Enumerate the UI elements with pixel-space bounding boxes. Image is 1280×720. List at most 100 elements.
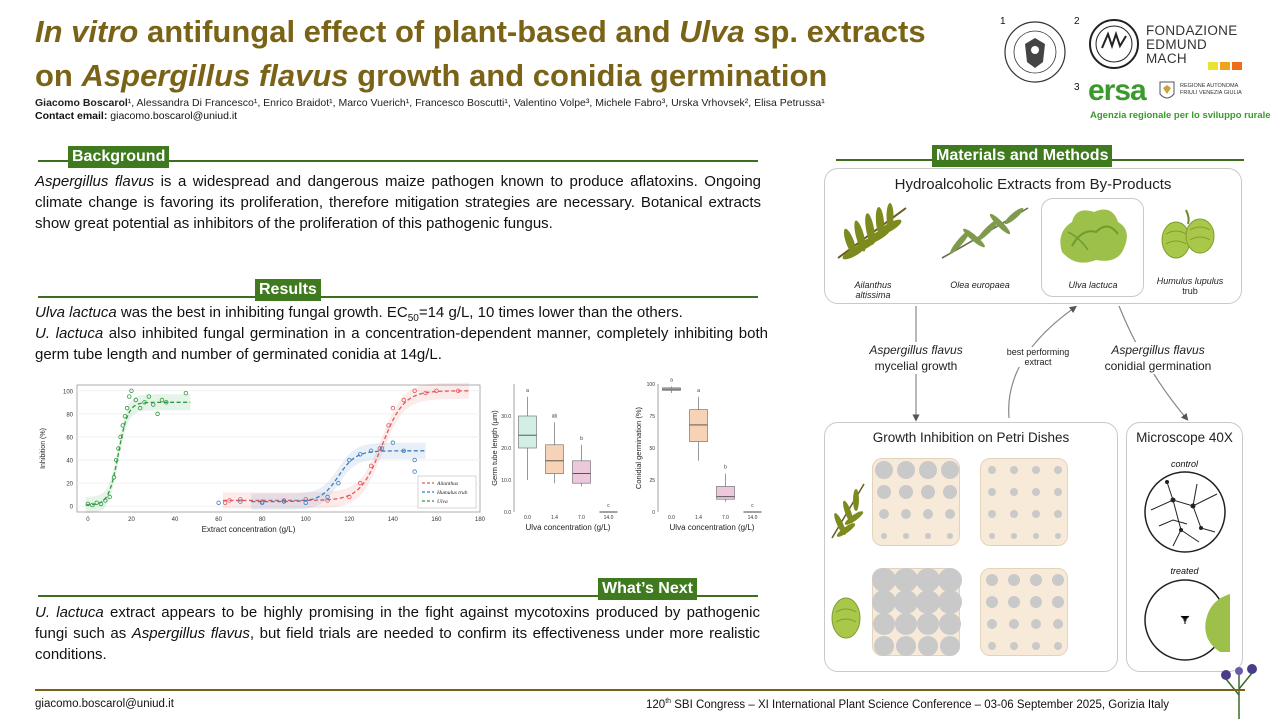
microscope-title: Microscope 40X xyxy=(1136,430,1233,445)
background-body: is a widespread and dangerous maize path… xyxy=(35,173,762,232)
x-tick-label: 14.0 xyxy=(748,515,758,521)
fungal-colony xyxy=(988,510,996,518)
x-tick-label: 1.4 xyxy=(695,515,702,521)
footer-email[interactable]: giacomo.boscarol@uniud.it xyxy=(35,698,174,710)
data-point xyxy=(336,480,341,486)
fungal-colony xyxy=(1033,533,1039,539)
data-point xyxy=(227,498,232,503)
fungal-colony xyxy=(897,461,915,479)
flow-mycelial: Aspergillus flavus mycelial growth xyxy=(856,342,976,374)
y-tick-label: 0 xyxy=(70,505,74,511)
data-point xyxy=(368,448,374,454)
y-tick-label: 0 xyxy=(652,510,655,516)
fungal-colony xyxy=(1052,596,1064,608)
fem-line-3: MACH xyxy=(1146,51,1187,66)
fungal-colony xyxy=(1010,488,1018,496)
significance-letter: a xyxy=(526,388,529,394)
plant-label-humulus: Humulus lupulus trub xyxy=(1150,276,1230,296)
flow-best: best performing extract xyxy=(993,347,1083,367)
significance-letter: a xyxy=(670,378,673,384)
fit-line-humulus-trub xyxy=(251,450,426,503)
results-heading: Results xyxy=(255,279,321,301)
data-point xyxy=(118,434,123,440)
fungal-colony xyxy=(872,590,896,614)
fungal-colony xyxy=(938,590,962,614)
flow-conidial: Aspergillus flavus conidial germination xyxy=(1098,342,1218,374)
data-point xyxy=(151,402,156,407)
fungal-colony xyxy=(1031,619,1041,629)
data-point xyxy=(85,501,91,507)
plant-label-olea: Olea europaea xyxy=(950,280,1010,290)
fungal-colony xyxy=(988,466,996,474)
fem-logo-icon xyxy=(1089,19,1139,69)
data-point xyxy=(357,480,363,486)
fungal-colony xyxy=(988,488,996,496)
confidence-band-ailanthus xyxy=(222,382,470,509)
y-tick-label: 100 xyxy=(63,389,74,395)
fungal-colony xyxy=(1008,596,1020,608)
data-point xyxy=(114,457,119,463)
x-tick-label: 160 xyxy=(431,517,442,523)
fungal-colony xyxy=(945,509,955,519)
control-label: control xyxy=(1170,459,1198,469)
fungal-colony xyxy=(877,485,891,499)
fem-line-2: EDMUND xyxy=(1146,37,1208,52)
data-point xyxy=(155,411,160,417)
data-point xyxy=(111,475,117,480)
x-tick-label: 100 xyxy=(301,517,312,523)
fem-line-1: FONDAZIONE xyxy=(1146,23,1238,38)
ulva-algae-icon xyxy=(1060,209,1127,263)
results-p1a: was the best in inhibiting fungal growth… xyxy=(116,304,408,321)
methods-heading: Materials and Methods xyxy=(932,145,1113,167)
data-point xyxy=(434,388,439,393)
y-tick-label: 60 xyxy=(66,435,73,441)
olive-branch-icon xyxy=(941,207,1029,259)
x-tick-label: 40 xyxy=(172,517,179,523)
fungal-colony xyxy=(1010,510,1018,518)
fungal-colony xyxy=(1010,642,1018,650)
fungal-colony xyxy=(896,636,916,656)
fungal-colony xyxy=(918,636,938,656)
results-species-2: U. lactuca xyxy=(35,325,104,342)
x-tick-label: 14.0 xyxy=(604,515,614,521)
hop-side-icon xyxy=(831,597,861,639)
data-point xyxy=(390,440,396,445)
data-point xyxy=(401,448,406,454)
ersa-tagline: Agenzia regionale per lo sviluppo rurale xyxy=(1090,110,1271,121)
humulus-sub: trub xyxy=(1182,286,1198,296)
fungal-colony xyxy=(894,590,918,614)
data-point xyxy=(183,390,189,396)
fungal-colony xyxy=(1052,574,1064,586)
data-point xyxy=(412,388,417,393)
fungal-colony xyxy=(1009,619,1019,629)
results-text-1: Ulva lactuca was the best in inhibiting … xyxy=(35,302,770,329)
y-tick-label: 50 xyxy=(649,446,655,452)
title-text-1: antifungal effect of plant-based and xyxy=(138,14,680,49)
treated-label: treated xyxy=(1170,566,1199,576)
petri-title: Growth Inhibition on Petri Dishes xyxy=(872,430,1070,445)
flow-mid-2: extract xyxy=(1024,357,1052,367)
petri-dish-4 xyxy=(980,568,1068,656)
petri-dishes xyxy=(824,422,1118,672)
fungal-colony xyxy=(895,613,917,635)
results-divider xyxy=(38,296,758,298)
x-tick-label: 20 xyxy=(128,517,135,523)
fungal-colony xyxy=(938,568,962,592)
x-tick-label: 7.0 xyxy=(722,515,729,521)
fungal-colony xyxy=(916,590,940,614)
x-tick-label: 1.4 xyxy=(551,515,558,521)
poster-title: In vitro antifungal effect of plant-base… xyxy=(35,10,995,98)
x-tick-label: 120 xyxy=(344,517,355,523)
fungal-colony xyxy=(917,613,939,635)
coauthors: ¹, Alessandra Di Francesco¹, Enrico Brai… xyxy=(127,97,825,109)
next-b: , but field trials are needed to confirm… xyxy=(35,625,761,663)
fungal-colony xyxy=(1008,574,1020,586)
fungal-colony xyxy=(1032,510,1040,518)
footer-conference: 120th SBI Congress – XI International Pl… xyxy=(646,698,1169,711)
y-tick-label: 80 xyxy=(66,412,73,418)
ersa-region-1: REGIONE AUTONOMA xyxy=(1180,83,1239,89)
fungal-colony xyxy=(1030,596,1042,608)
x-tick-label: 60 xyxy=(215,517,222,523)
fungal-colony xyxy=(916,568,940,592)
contact-email[interactable]: giacomo.boscarol@uniud.it xyxy=(110,110,238,122)
